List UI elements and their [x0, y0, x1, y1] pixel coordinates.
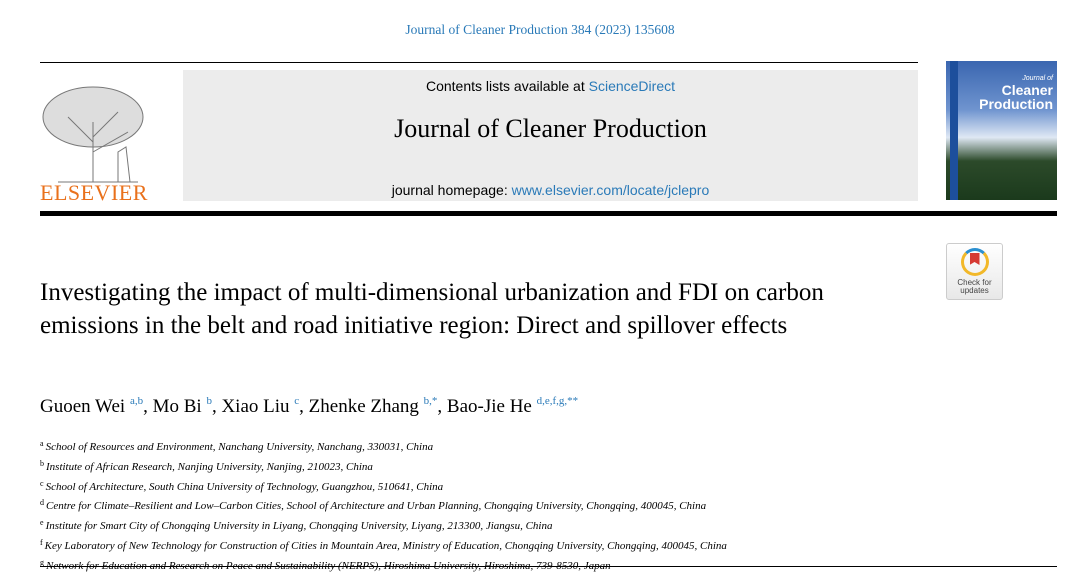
affiliation-mark: d: [40, 498, 44, 508]
separator: ,: [437, 396, 447, 417]
affiliation-list: a School of Resources and Environment, Na…: [40, 436, 727, 575]
elsevier-tree-logo: [42, 86, 144, 183]
affiliation-mark: f: [40, 537, 43, 547]
separator: ,: [211, 396, 222, 417]
bottom-divider: [40, 566, 1057, 567]
author-name[interactable]: Zhenke Zhang: [308, 396, 419, 417]
contents-text: Contents lists available at: [425, 78, 589, 94]
check-for-updates-button[interactable]: Check for updates: [946, 243, 1003, 300]
affiliation-item: a School of Resources and Environment, Na…: [40, 436, 727, 456]
affiliation-text: Network for Education and Research on Pe…: [46, 559, 611, 572]
author-name[interactable]: Guoen Wei: [40, 396, 126, 417]
journal-title: Journal of Cleaner Production: [394, 114, 707, 143]
affiliation-mark: a: [40, 439, 44, 448]
sciencedirect-link[interactable]: ScienceDirect: [588, 78, 675, 94]
cover-text: Journal of: [1022, 75, 1053, 82]
separator: ,: [143, 396, 153, 417]
top-divider: [40, 62, 918, 63]
elsevier-wordmark: ELSEVIER: [40, 180, 148, 205]
author-list: Guoen Wei a,b, Mo Bi b, Xiao Liu c, Zhen…: [40, 395, 578, 418]
homepage-line: journal homepage: www.elsevier.com/locat…: [183, 182, 918, 198]
affiliation-marks[interactable]: b: [206, 395, 212, 407]
author-name[interactable]: Mo Bi: [152, 396, 202, 417]
affiliation-text: School of Architecture, South China Univ…: [45, 480, 444, 493]
affiliation-marks[interactable]: a,b: [129, 395, 144, 407]
journal-citation[interactable]: Journal of Cleaner Production 384 (2023)…: [405, 22, 675, 37]
separator: ,: [299, 396, 309, 417]
check-label: Check for: [957, 278, 992, 287]
affiliation-item: c School of Architecture, South China Uni…: [40, 476, 727, 496]
affiliation-marks[interactable]: d,e,f,g,**: [536, 395, 579, 407]
affiliation-text: School of Resources and Environment, Nan…: [45, 441, 434, 453]
article-title: Investigating the impact of multi-dimens…: [40, 279, 824, 339]
header-thick-rule: [40, 211, 1057, 216]
affiliation-mark: c: [40, 478, 44, 488]
author-name[interactable]: Xiao Liu: [221, 396, 290, 417]
homepage-link[interactable]: www.elsevier.com/locate/jclepro: [511, 182, 710, 198]
affiliation-mark: e: [40, 518, 44, 528]
homepage-label: journal homepage:: [391, 182, 512, 198]
author-name[interactable]: Bao-Jie He: [446, 396, 532, 417]
affiliation-text: Centre for Climate–Resilient and Low–Car…: [46, 500, 707, 513]
check-label: updates: [960, 286, 989, 295]
affiliation-marks[interactable]: c: [294, 395, 300, 407]
affiliation-item: f Key Laboratory of New Technology for Co…: [40, 535, 727, 555]
affiliation-item: e Institute for Smart City of Chongqing U…: [40, 515, 727, 535]
affiliation-item: b Institute of African Research, Nanjing …: [40, 456, 727, 476]
affiliation-item: g Network for Education and Research on P…: [40, 555, 727, 575]
journal-banner: Contents lists available at ScienceDirec…: [183, 70, 918, 201]
contents-line: Contents lists available at ScienceDirec…: [183, 78, 918, 94]
affiliation-mark: g: [40, 557, 44, 567]
cover-text: Production: [979, 96, 1053, 112]
affiliation-text: Institute of African Research, Nanjing U…: [46, 460, 373, 473]
affiliation-mark: b: [40, 458, 44, 468]
affiliation-marks[interactable]: b,*: [423, 395, 438, 407]
bookmark-icon: [960, 248, 989, 276]
journal-cover-image[interactable]: Journal of Cleaner Production: [946, 61, 1057, 200]
affiliation-text: Key Laboratory of New Technology for Con…: [44, 539, 727, 552]
affiliation-item: d Centre for Climate–Resilient and Low–Ca…: [40, 495, 727, 515]
cover-text: Cleaner: [1001, 82, 1053, 98]
affiliation-text: Institute for Smart City of Chongqing Un…: [45, 520, 553, 533]
